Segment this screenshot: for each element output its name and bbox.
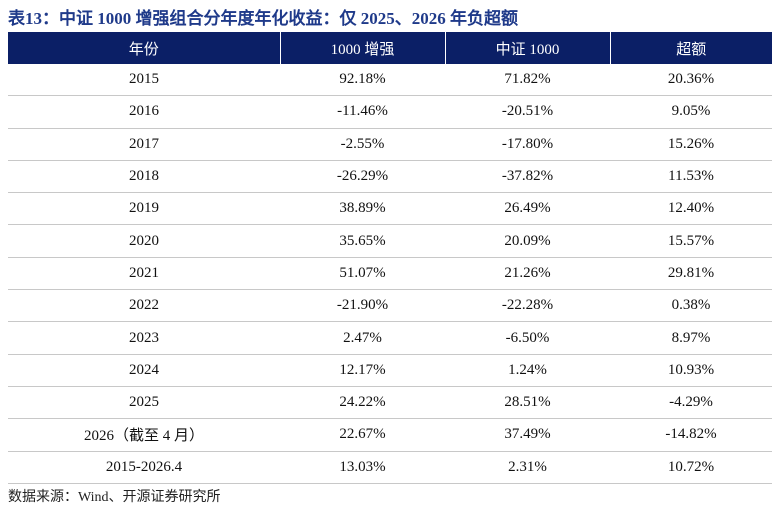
table-cell: 28.51% bbox=[445, 386, 610, 420]
table-row: 2024 12.17% 1.24% 10.93% bbox=[8, 354, 772, 387]
table-row: 2016 -11.46% -20.51% 9.05% bbox=[8, 95, 772, 129]
table-cell: -14.82% bbox=[610, 418, 772, 452]
returns-table: 年份 1000 增强 中证 1000 超额 2015 92.18% 71.82% 20.36… bbox=[8, 32, 772, 484]
table-row: 2025 24.22% 28.51% -4.29% bbox=[8, 386, 772, 420]
table-cell: 2026（截至 4 月） bbox=[8, 418, 280, 452]
table-cell: -11.46% bbox=[280, 95, 445, 129]
table-cell: 2019 bbox=[8, 192, 280, 226]
table-cell: 2.31% bbox=[445, 451, 610, 484]
table-cell: -4.29% bbox=[610, 386, 772, 420]
table-cell: -22.28% bbox=[445, 289, 610, 323]
table-row: 2026（截至 4 月） 22.67% 37.49% -14.82% bbox=[8, 418, 772, 452]
table-cell: 35.65% bbox=[280, 224, 445, 258]
title: 表13：中证 1000 增强组合分年度年化收益：仅 2025、2026 年负超额 bbox=[8, 9, 518, 28]
table-cell: 51.07% bbox=[280, 257, 445, 291]
table-cell: -26.29% bbox=[280, 160, 445, 194]
table-cell: 37.49% bbox=[445, 418, 610, 452]
table-cell: -21.90% bbox=[280, 289, 445, 323]
table-cell: -17.80% bbox=[445, 128, 610, 161]
header-cell: 1000 增强 bbox=[279, 32, 445, 64]
header-row: 年份 1000 增强 中证 1000 超额 bbox=[8, 32, 772, 64]
table-cell: 10.72% bbox=[610, 451, 772, 484]
table-row: 2021 51.07% 21.26% 29.81% bbox=[8, 257, 772, 291]
table-cell: 12.40% bbox=[610, 192, 772, 226]
table-cell: 1.24% bbox=[445, 354, 610, 387]
table-cell: 26.49% bbox=[445, 192, 610, 226]
table-cell: -2.55% bbox=[280, 128, 445, 161]
table-cell: 8.97% bbox=[610, 321, 772, 355]
table-cell: 29.81% bbox=[610, 257, 772, 291]
table-cell: 2020 bbox=[8, 224, 280, 258]
table-cell: 12.17% bbox=[280, 354, 445, 387]
table-cell: 2015 bbox=[8, 64, 280, 97]
table-cell: 15.26% bbox=[610, 128, 772, 161]
table-cell: 38.89% bbox=[280, 192, 445, 226]
table-cell: 15.57% bbox=[610, 224, 772, 258]
table-cell: 2016 bbox=[8, 95, 280, 129]
table-cell: 2025 bbox=[8, 386, 280, 420]
table-cell: -37.82% bbox=[445, 160, 610, 194]
table-cell: 92.18% bbox=[280, 64, 445, 97]
header-cell: 中证 1000 bbox=[444, 32, 610, 64]
table-cell: 2024 bbox=[8, 354, 280, 387]
table-cell: 13.03% bbox=[280, 451, 445, 484]
table-cell: 2022 bbox=[8, 289, 280, 323]
table-cell: 11.53% bbox=[610, 160, 772, 194]
table-row: 2018 -26.29% -37.82% 11.53% bbox=[8, 160, 772, 194]
table-row: 2015-2026.4 13.03% 2.31% 10.72% bbox=[8, 451, 772, 484]
table-cell: 2015-2026.4 bbox=[8, 451, 280, 484]
table-row: 2020 35.65% 20.09% 15.57% bbox=[8, 224, 772, 258]
table-row: 2023 2.47% -6.50% 8.97% bbox=[8, 321, 772, 355]
table-cell: 0.38% bbox=[610, 289, 772, 323]
source-note: 数据来源：Wind、开源证券研究所 bbox=[8, 490, 221, 505]
table-row: 2015 92.18% 71.82% 20.36% bbox=[8, 64, 772, 97]
table-cell: 21.26% bbox=[445, 257, 610, 291]
table-cell: 24.22% bbox=[280, 386, 445, 420]
table-cell: 2023 bbox=[8, 321, 280, 355]
table-cell: 10.93% bbox=[610, 354, 772, 387]
table-cell: 2018 bbox=[8, 160, 280, 194]
table-cell: 22.67% bbox=[280, 418, 445, 452]
table-body: 2015 92.18% 71.82% 20.36% 2016 -11.46% -20.51%… bbox=[8, 64, 772, 484]
table-cell: 20.36% bbox=[610, 64, 772, 97]
table-cell: -20.51% bbox=[445, 95, 610, 129]
table-cell: 2017 bbox=[8, 128, 280, 161]
header-cell: 超额 bbox=[609, 32, 772, 64]
table-cell: 9.05% bbox=[610, 95, 772, 129]
table-row: 2022 -21.90% -22.28% 0.38% bbox=[8, 289, 772, 323]
table-cell: 2021 bbox=[8, 257, 280, 291]
table-cell: 71.82% bbox=[445, 64, 610, 97]
table-cell: -6.50% bbox=[445, 321, 610, 355]
table-cell: 2.47% bbox=[280, 321, 445, 355]
table-row: 2019 38.89% 26.49% 12.40% bbox=[8, 192, 772, 226]
table-row: 2017 -2.55% -17.80% 15.26% bbox=[8, 128, 772, 161]
table-cell: 20.09% bbox=[445, 224, 610, 258]
header-cell: 年份 bbox=[8, 32, 280, 64]
